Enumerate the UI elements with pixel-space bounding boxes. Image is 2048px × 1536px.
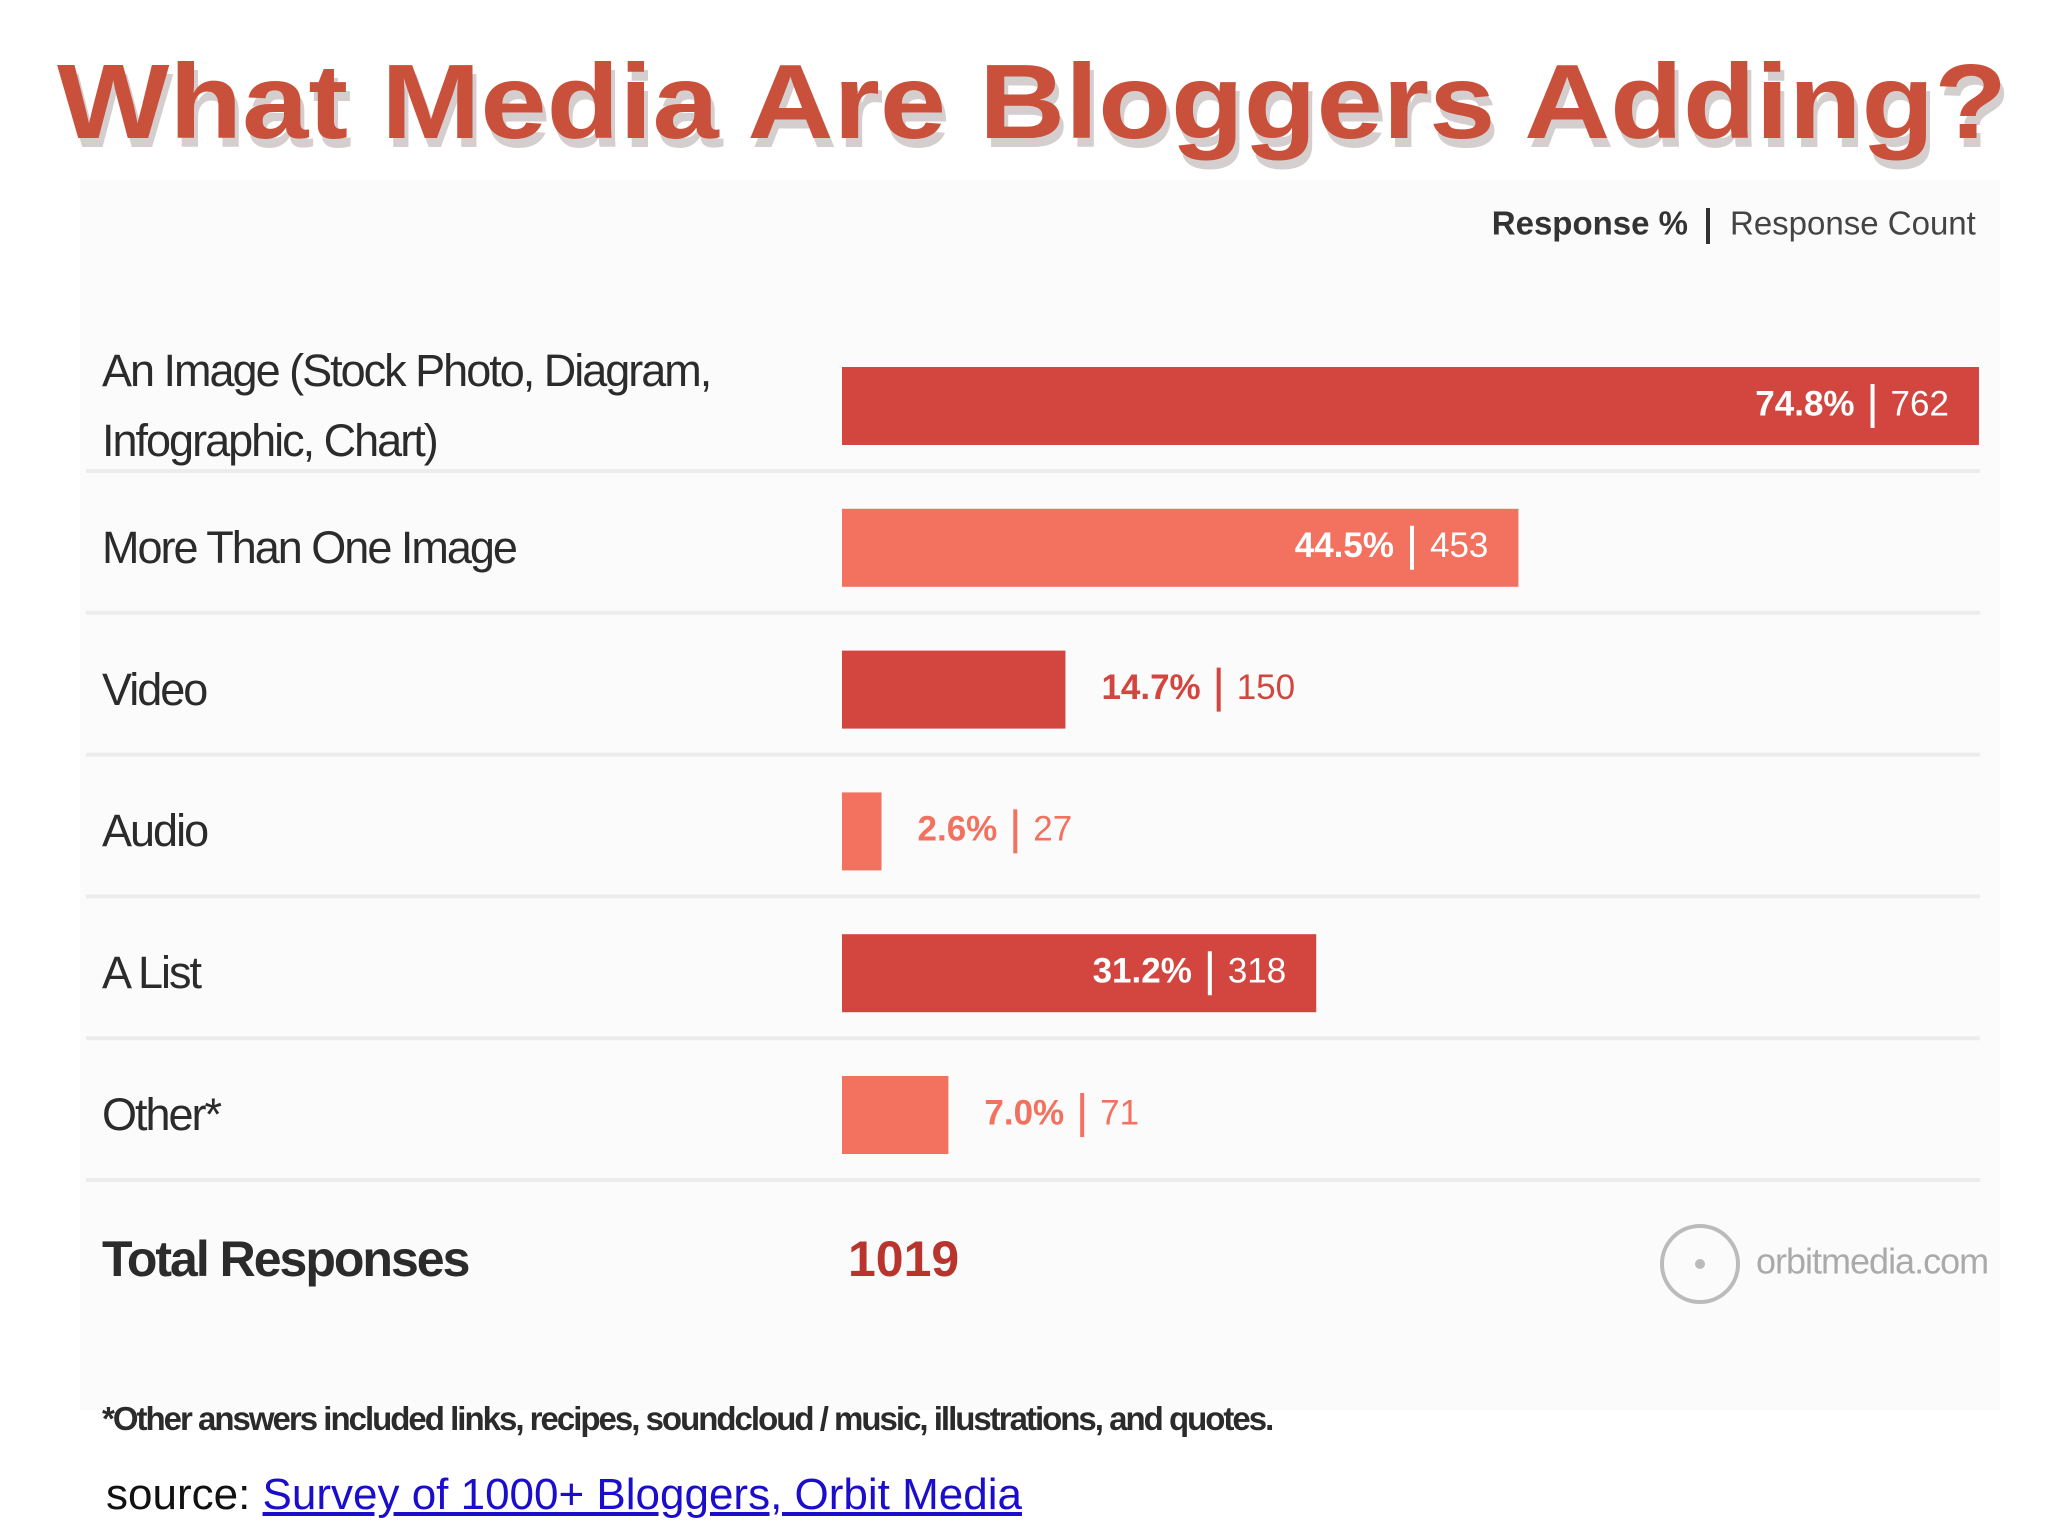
source: source: Survey of 1000+ Bloggers, Orbit … <box>106 1470 1022 1520</box>
bar <box>842 1076 949 1154</box>
category-label: An Image (Stock Photo, Diagram, Infograp… <box>102 345 712 466</box>
watermark-logo <box>1660 1224 1740 1304</box>
chart-title: What Media Are Bloggers Adding? <box>57 43 2007 161</box>
count-label: 762 <box>1891 384 1949 423</box>
total-value: 1019 <box>848 1231 959 1287</box>
count-label: 71 <box>1100 1093 1139 1132</box>
watermark-logo-dot <box>1695 1259 1705 1269</box>
value-label: 7.0% <box>984 1093 1064 1132</box>
footnote: *Other answers included links, recipes, … <box>102 1400 1274 1437</box>
bar <box>842 367 1979 445</box>
title-shadow: What Media Are Bloggers Adding? <box>61 52 2011 170</box>
value-label: 2.6% <box>918 810 998 849</box>
bar <box>842 650 1066 729</box>
bar <box>842 792 882 871</box>
category-label: A List <box>102 947 202 999</box>
category-label: More Than One Image <box>102 521 518 573</box>
count-label: 453 <box>1430 526 1488 565</box>
category-label: Other* <box>102 1089 222 1140</box>
bar <box>842 508 1519 587</box>
total-label: Total Responses <box>102 1231 469 1287</box>
header-value-label: Response % <box>1492 205 1688 242</box>
bar <box>842 934 1317 1013</box>
count-label: 318 <box>1228 951 1286 990</box>
source-link[interactable]: Survey of 1000+ Bloggers, Orbit Media <box>262 1470 1022 1519</box>
header-count-label: Response Count <box>1730 205 1976 242</box>
category-label: Video <box>102 663 208 715</box>
value-label: 74.8% <box>1755 384 1854 423</box>
source-prefix: source: <box>106 1470 251 1519</box>
value-label: 14.7% <box>1101 668 1200 707</box>
watermark: orbitmedia.com <box>1756 1241 1988 1282</box>
value-label: 44.5% <box>1295 526 1394 565</box>
category-label: Audio <box>102 805 209 857</box>
value-label: 31.2% <box>1093 951 1192 990</box>
count-label: 150 <box>1237 668 1295 707</box>
count-label: 27 <box>1033 810 1072 849</box>
